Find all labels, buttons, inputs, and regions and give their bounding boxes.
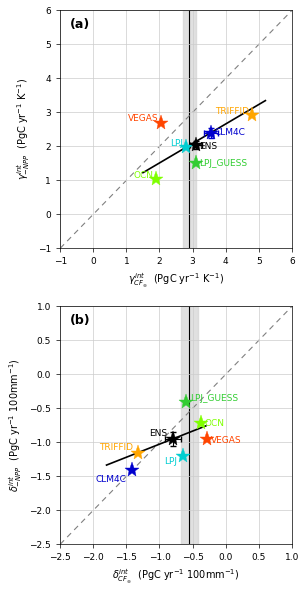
Y-axis label: $\gamma^{int}_{-NPP}$  (PgC yr$^{-1}$ K$^{-1}$): $\gamma^{int}_{-NPP}$ (PgC yr$^{-1}$ K$^…	[16, 78, 32, 181]
Bar	[183, 11, 196, 248]
Bar	[181, 307, 198, 544]
X-axis label: $\gamma^{int}_{CF_{\infty}}$  (PgC yr$^{-1}$ K$^{-1}$): $\gamma^{int}_{CF_{\infty}}$ (PgC yr$^{-…	[128, 272, 224, 289]
Y-axis label: $\delta^{int}_{-NPP}$  (PgC yr$^{-1}$ 100mm$^{-1}$): $\delta^{int}_{-NPP}$ (PgC yr$^{-1}$ 100…	[7, 359, 24, 492]
Text: VEGAS: VEGAS	[128, 114, 159, 123]
Text: LPJ: LPJ	[170, 140, 183, 149]
Text: CLM4C: CLM4C	[95, 475, 126, 484]
Text: LPJ_GUESS: LPJ_GUESS	[199, 159, 247, 168]
Text: (b): (b)	[69, 314, 90, 327]
Text: OCN: OCN	[133, 170, 154, 180]
Text: OCN: OCN	[204, 419, 225, 428]
Text: TRIFFID: TRIFFID	[99, 443, 133, 452]
Text: ENS: ENS	[199, 142, 217, 151]
Text: VEGAS: VEGAS	[211, 436, 242, 445]
Text: TRIFFID: TRIFFID	[215, 107, 249, 115]
Text: (a): (a)	[69, 18, 90, 31]
Text: LPJ_GUESS: LPJ_GUESS	[190, 394, 238, 403]
Text: ENS: ENS	[149, 429, 167, 438]
Text: CLM4C: CLM4C	[214, 128, 245, 137]
X-axis label: $\delta^{int}_{CF_{\infty}}$  (PgC yr$^{-1}$ 100mm$^{-1}$): $\delta^{int}_{CF_{\infty}}$ (PgC yr$^{-…	[112, 568, 240, 585]
Text: LPJ: LPJ	[164, 457, 177, 466]
